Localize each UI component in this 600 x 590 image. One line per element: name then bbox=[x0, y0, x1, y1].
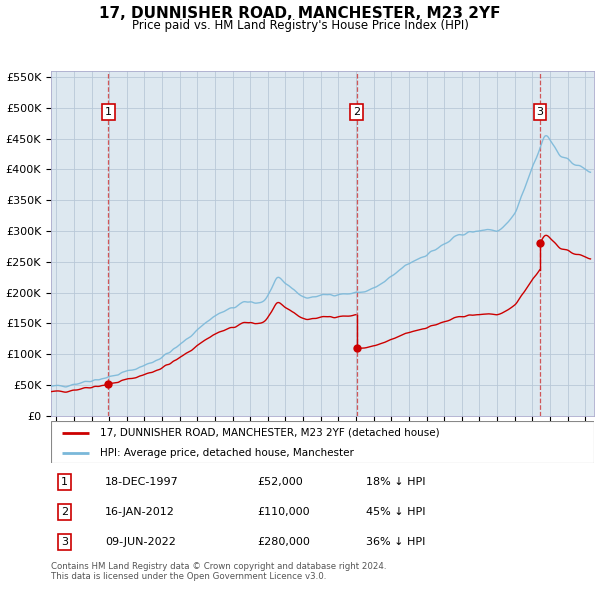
Text: 09-JUN-2022: 09-JUN-2022 bbox=[106, 537, 176, 547]
Text: 2: 2 bbox=[61, 507, 68, 517]
Text: 17, DUNNISHER ROAD, MANCHESTER, M23 2YF (detached house): 17, DUNNISHER ROAD, MANCHESTER, M23 2YF … bbox=[100, 428, 439, 438]
Text: 45% ↓ HPI: 45% ↓ HPI bbox=[366, 507, 425, 517]
Text: 3: 3 bbox=[536, 107, 544, 117]
Text: This data is licensed under the Open Government Licence v3.0.: This data is licensed under the Open Gov… bbox=[51, 572, 326, 581]
Text: 36% ↓ HPI: 36% ↓ HPI bbox=[366, 537, 425, 547]
Text: £110,000: £110,000 bbox=[257, 507, 310, 517]
Text: 3: 3 bbox=[61, 537, 68, 547]
Text: 16-JAN-2012: 16-JAN-2012 bbox=[106, 507, 175, 517]
Text: 1: 1 bbox=[61, 477, 68, 487]
Text: 18-DEC-1997: 18-DEC-1997 bbox=[106, 477, 179, 487]
Text: 18% ↓ HPI: 18% ↓ HPI bbox=[366, 477, 425, 487]
Text: Contains HM Land Registry data © Crown copyright and database right 2024.: Contains HM Land Registry data © Crown c… bbox=[51, 562, 386, 571]
Text: 1: 1 bbox=[105, 107, 112, 117]
Text: 2: 2 bbox=[353, 107, 360, 117]
Text: £280,000: £280,000 bbox=[257, 537, 310, 547]
Text: 17, DUNNISHER ROAD, MANCHESTER, M23 2YF: 17, DUNNISHER ROAD, MANCHESTER, M23 2YF bbox=[99, 6, 501, 21]
Text: HPI: Average price, detached house, Manchester: HPI: Average price, detached house, Manc… bbox=[100, 448, 354, 457]
Text: £52,000: £52,000 bbox=[257, 477, 303, 487]
Text: Price paid vs. HM Land Registry's House Price Index (HPI): Price paid vs. HM Land Registry's House … bbox=[131, 19, 469, 32]
